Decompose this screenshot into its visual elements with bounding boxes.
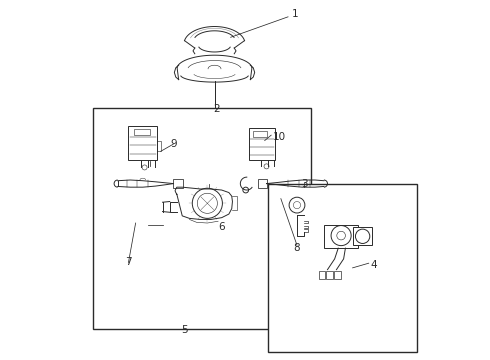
Bar [128, 126, 157, 160]
Bar [93, 108, 311, 329]
Bar [353, 227, 372, 245]
Text: 7: 7 [125, 257, 132, 267]
Text: 1: 1 [292, 9, 298, 19]
Bar [173, 179, 183, 188]
Bar [253, 131, 267, 137]
Text: 8: 8 [294, 243, 300, 253]
Text: 5: 5 [181, 325, 187, 335]
Text: 9: 9 [170, 139, 176, 149]
Text: 3: 3 [301, 179, 308, 189]
Bar [248, 128, 275, 160]
Text: 2: 2 [213, 104, 220, 114]
Bar [334, 271, 341, 279]
Bar [318, 271, 325, 279]
Bar [326, 271, 333, 279]
Bar [134, 129, 150, 135]
Text: 6: 6 [219, 222, 225, 231]
Bar [258, 179, 267, 188]
Bar [269, 184, 417, 352]
Bar [324, 225, 358, 248]
Text: 4: 4 [371, 260, 377, 270]
Text: 10: 10 [272, 132, 286, 142]
